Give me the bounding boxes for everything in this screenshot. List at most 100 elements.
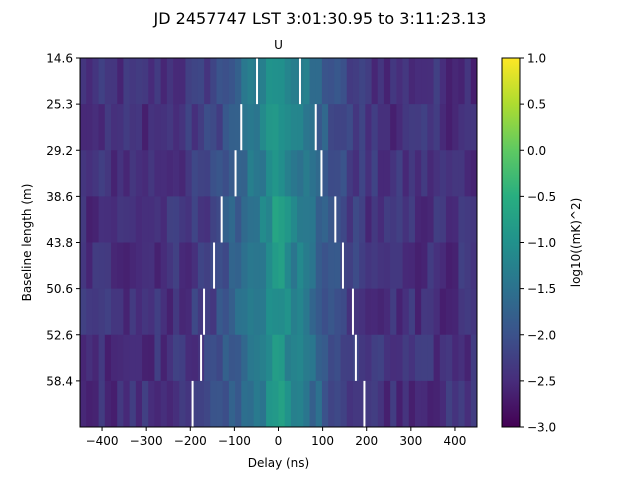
heatmap-cell — [284, 58, 292, 105]
heatmap-cell — [111, 104, 118, 151]
heatmap-cell — [402, 58, 410, 105]
heatmap-cell — [383, 104, 391, 151]
heatmap-cell — [173, 242, 180, 290]
heatmap-cell — [458, 380, 465, 427]
heatmap-cell — [216, 288, 224, 336]
heatmap-cell — [309, 288, 317, 336]
heatmap-cell — [402, 334, 410, 382]
heatmap-cell — [185, 242, 193, 290]
colorbar-label: log10((mK)^2) — [569, 198, 583, 288]
heatmap-cell — [104, 196, 112, 243]
heatmap-cell — [197, 104, 205, 151]
heatmap-cell — [427, 196, 434, 243]
heatmap-cell — [228, 380, 236, 427]
heatmap-cell — [346, 58, 354, 105]
heatmap-cell — [334, 288, 341, 336]
heatmap-cell — [383, 196, 391, 243]
heatmap-cell — [334, 150, 341, 197]
heatmap-cell — [259, 196, 267, 243]
heatmap-cell — [303, 242, 310, 290]
heatmap-cell — [142, 58, 149, 105]
heatmap-cell — [179, 58, 186, 105]
heatmap-cell — [197, 150, 205, 197]
heatmap-cell — [433, 380, 441, 427]
heatmap-cell — [427, 150, 434, 197]
heatmap-cell — [284, 334, 292, 382]
heatmap-cell — [92, 288, 100, 336]
heatmap-cell — [185, 104, 193, 151]
heatmap-cell — [365, 334, 372, 382]
heatmap-cell — [284, 196, 292, 243]
y-tick-label: 50.6 — [46, 282, 73, 296]
y-tick-label: 29.2 — [46, 144, 73, 158]
y-tick-label: 25.3 — [46, 98, 73, 112]
heatmap-cell — [235, 104, 242, 151]
heatmap-cell — [117, 334, 124, 382]
colorbar-tick-label: −3.0 — [527, 421, 556, 435]
heatmap-cell — [458, 242, 465, 290]
heatmap-cell — [154, 380, 162, 427]
heatmap-cell — [241, 196, 248, 243]
heatmap-cell — [247, 104, 255, 151]
heatmap-cell — [278, 334, 286, 382]
heatmap-cell — [104, 288, 112, 336]
heatmap-cell — [86, 150, 93, 197]
heatmap-cell — [377, 288, 385, 336]
heatmap-cell — [452, 196, 459, 243]
heatmap-cell — [247, 58, 255, 105]
heatmap-cell — [135, 196, 143, 243]
heatmap-cell — [359, 334, 366, 382]
heatmap-cell — [204, 58, 211, 105]
heatmap-cell — [154, 288, 162, 336]
heatmap-cell — [321, 242, 329, 290]
heatmap-cell — [117, 380, 124, 427]
heatmap-cell — [445, 150, 453, 197]
heatmap-cell — [166, 288, 174, 336]
heatmap-cell — [228, 58, 236, 105]
heatmap-cell — [210, 196, 217, 243]
heatmap-cell — [452, 58, 459, 105]
heatmap-cell — [247, 150, 255, 197]
heatmap-cell — [290, 288, 298, 336]
heatmap-cell — [80, 242, 87, 290]
heatmap-cell — [272, 196, 279, 243]
heatmap-cell — [297, 150, 304, 197]
heatmap-cell — [253, 196, 261, 243]
heatmap-cell — [334, 58, 341, 105]
heatmap-cell — [377, 380, 385, 427]
heatmap-cell — [371, 104, 379, 151]
heatmap-cell — [148, 380, 155, 427]
heatmap-cell — [179, 334, 186, 382]
heatmap-cells — [80, 58, 477, 427]
heatmap-cell — [111, 150, 118, 197]
heatmap-cell — [365, 104, 372, 151]
heatmap-cell — [154, 334, 162, 382]
heatmap-cell — [371, 288, 379, 336]
heatmap-cell — [377, 196, 385, 243]
heatmap-cell — [315, 334, 323, 382]
heatmap-cell — [142, 150, 149, 197]
heatmap-cell — [458, 334, 465, 382]
colorbar-tick-label: 0.0 — [527, 144, 546, 158]
heatmap-cell — [315, 196, 323, 243]
heatmap-cell — [259, 150, 267, 197]
heatmap-cell — [365, 288, 372, 336]
heatmap-cell — [235, 196, 242, 243]
heatmap-cell — [390, 242, 397, 290]
heatmap-cell — [197, 242, 205, 290]
x-axis-label: Delay (ns) — [248, 456, 309, 470]
heatmap-cell — [278, 58, 286, 105]
heatmap-cell — [433, 288, 441, 336]
heatmap-cell — [427, 58, 434, 105]
heatmap-cell — [309, 334, 317, 382]
heatmap-cell — [173, 58, 180, 105]
heatmap-cell — [464, 104, 472, 151]
heatmap-cell — [166, 334, 174, 382]
heatmap-cell — [241, 380, 248, 427]
heatmap-cell — [470, 196, 477, 243]
heatmap-cell — [129, 104, 137, 151]
heatmap-cell — [266, 58, 273, 105]
heatmap-cell — [408, 380, 416, 427]
heatmap-cell — [390, 334, 397, 382]
heatmap-cell — [408, 242, 416, 290]
